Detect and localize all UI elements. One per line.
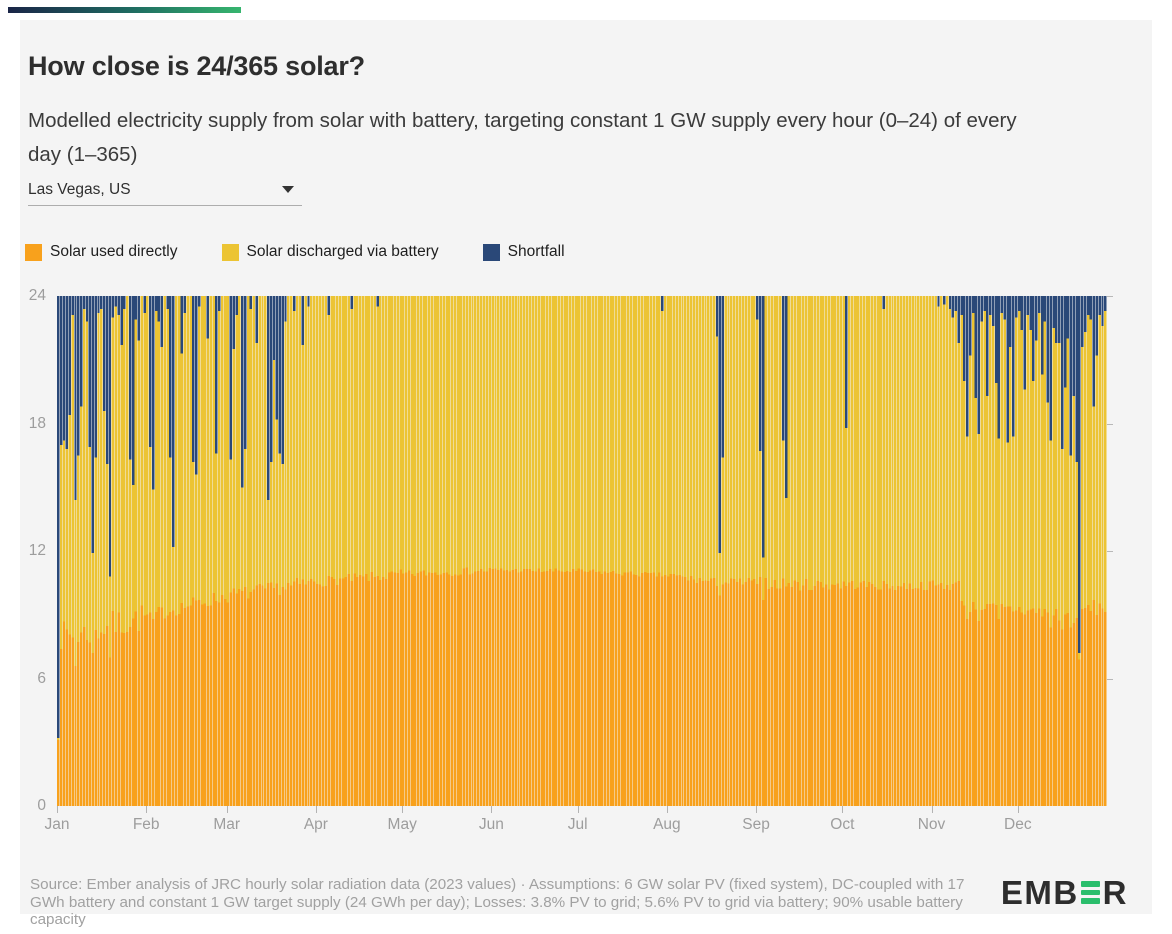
right-axis-tick	[1107, 423, 1113, 425]
x-axis-tick	[666, 806, 668, 813]
y-axis-tick-label: 0	[37, 797, 46, 814]
x-axis-tick	[491, 806, 493, 813]
x-axis-month-label: Jul	[567, 816, 588, 833]
brand-accent-bar	[8, 7, 241, 13]
y-axis-tick-label: 18	[28, 414, 46, 432]
page-title: How close is 24/365 solar?	[28, 51, 365, 82]
x-axis-tick	[315, 806, 317, 813]
x-axis-month-label: Dec	[1004, 816, 1032, 833]
legend-label: Solar used directly	[50, 243, 178, 260]
legend-swatch-icon	[221, 243, 239, 261]
x-axis-month-label: Mar	[213, 816, 241, 833]
right-axis-tick	[1107, 678, 1113, 680]
legend-item[interactable]: Shortfall	[482, 243, 565, 261]
x-axis-month-label: Aug	[653, 816, 681, 833]
x-axis-month-label: Feb	[132, 816, 160, 833]
y-axis-tick-label: 6	[37, 669, 46, 687]
legend-item[interactable]: Solar used directly	[25, 243, 178, 261]
legend-swatch-icon	[25, 243, 42, 261]
legend-label: Solar discharged via battery	[246, 243, 439, 260]
x-axis-month-label: Nov	[917, 816, 946, 833]
x-axis-tick	[57, 806, 58, 813]
x-axis-month-label: May	[387, 816, 417, 833]
location-select[interactable]: Las Vegas, US	[28, 174, 302, 206]
chart-canvas	[57, 296, 1107, 807]
right-axis-tick	[1107, 551, 1113, 552]
ember-green-e-icon	[1080, 881, 1100, 904]
x-axis-month-label: Apr	[303, 816, 328, 833]
x-axis-tick	[226, 806, 228, 813]
x-axis-month-label: Jun	[478, 816, 504, 833]
legend-label: Shortfall	[507, 243, 565, 260]
x-axis-tick	[756, 806, 758, 813]
x-axis-month-label: Sep	[742, 816, 770, 833]
chart-legend: Solar used directly Solar discharged via …	[25, 243, 565, 261]
x-axis-tick	[577, 806, 579, 813]
stacked-bar-chart[interactable]	[57, 296, 1107, 807]
x-axis-month-label: Oct	[830, 816, 855, 833]
legend-swatch-icon	[482, 243, 500, 261]
x-axis-tick	[842, 806, 844, 813]
y-axis-tick-label: 24	[28, 287, 46, 304]
right-axis-tick	[1107, 296, 1113, 297]
page-subtitle: Modelled electricity supply from solar w…	[28, 108, 1017, 166]
location-select-value: Las Vegas, US	[28, 180, 131, 198]
x-axis-month-label: Jan	[44, 816, 70, 833]
legend-item[interactable]: Solar discharged via battery	[221, 243, 439, 261]
chevron-down-icon	[282, 186, 294, 193]
x-axis-tick	[1017, 806, 1019, 813]
x-axis-tick	[146, 806, 148, 813]
x-axis-tick	[931, 806, 933, 813]
source-note: Source: Ember analysis of JRC hourly sol…	[30, 876, 965, 929]
y-axis-tick-label: 12	[28, 542, 46, 559]
x-axis-tick	[402, 806, 404, 813]
ember-logo: EMB R	[1001, 874, 1128, 911]
ember-logo-text-post: R	[1102, 873, 1128, 911]
ember-logo-text-pre: EMB	[1000, 873, 1079, 911]
